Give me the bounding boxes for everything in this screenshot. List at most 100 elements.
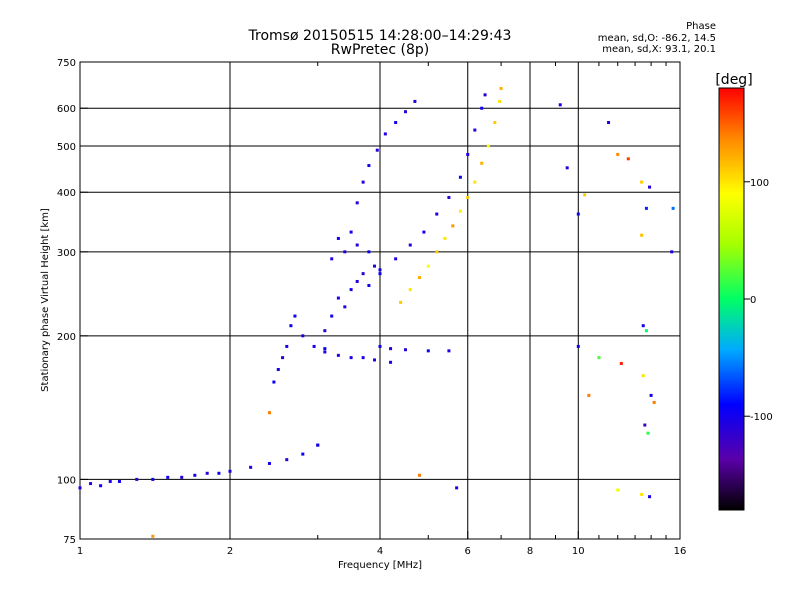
- data-point: [293, 314, 297, 318]
- y-tick-label: 100: [57, 475, 76, 486]
- data-point: [336, 296, 340, 300]
- data-point: [108, 479, 112, 483]
- data-point: [435, 212, 439, 216]
- data-point: [626, 157, 630, 161]
- colorbar-label: [deg]: [715, 72, 752, 88]
- data-point: [408, 243, 412, 247]
- data-point: [361, 356, 365, 360]
- data-point: [166, 475, 170, 479]
- data-point: [458, 209, 462, 213]
- data-point: [565, 166, 569, 170]
- data-point: [89, 482, 93, 486]
- data-point: [417, 276, 421, 280]
- data-point: [301, 452, 305, 456]
- data-point: [180, 475, 184, 479]
- x-tick-label: 6: [465, 546, 471, 557]
- colorbar-tick-label: -100: [750, 412, 773, 423]
- data-point: [375, 148, 379, 152]
- data-point: [480, 161, 484, 165]
- data-point: [641, 374, 645, 378]
- data-point: [289, 324, 293, 328]
- data-point: [458, 175, 462, 179]
- data-point: [558, 103, 562, 107]
- data-point: [330, 257, 334, 261]
- data-point: [649, 393, 653, 397]
- data-point: [355, 243, 359, 247]
- data-point: [323, 329, 327, 333]
- axis-ticks: 1 2 4 6 8 10 16 75 100 200 300 400 500 600 750: [57, 58, 686, 557]
- data-point: [151, 477, 155, 481]
- data-point: [447, 349, 451, 353]
- chart-subtitle: RwPretec (8p): [330, 42, 430, 58]
- data-point: [640, 233, 644, 237]
- data-point: [466, 152, 470, 156]
- data-point: [117, 479, 121, 483]
- data-point: [323, 350, 327, 354]
- data-point: [499, 86, 503, 90]
- y-tick-label: 750: [57, 58, 76, 69]
- data-point: [648, 185, 652, 189]
- data-point: [493, 121, 497, 125]
- data-point: [483, 93, 487, 97]
- data-point: [349, 230, 353, 234]
- data-point: [394, 257, 398, 261]
- data-point: [267, 461, 271, 465]
- colorbar: [718, 87, 745, 511]
- y-tick-label: 400: [57, 188, 76, 199]
- data-point: [312, 344, 316, 348]
- data-point: [443, 236, 447, 240]
- data-point: [367, 250, 371, 254]
- data-point: [616, 488, 620, 492]
- data-point: [616, 152, 620, 156]
- data-point: [646, 431, 650, 435]
- data-point: [336, 353, 340, 357]
- data-point: [336, 236, 340, 240]
- y-tick-label: 600: [57, 104, 76, 115]
- data-point: [597, 356, 601, 360]
- data-point: [644, 206, 648, 210]
- x-tick-label: 8: [527, 546, 533, 557]
- data-point: [576, 212, 580, 216]
- data-point: [281, 356, 285, 360]
- data-point: [413, 99, 417, 103]
- data-point: [151, 534, 155, 538]
- data-point: [343, 250, 347, 254]
- x-tick-label: 10: [572, 546, 585, 557]
- data-point: [640, 492, 644, 496]
- data-point: [403, 110, 407, 114]
- data-point: [644, 329, 648, 333]
- data-point: [408, 288, 412, 292]
- data-point: [135, 477, 139, 481]
- data-point: [373, 264, 377, 268]
- data-point: [671, 206, 675, 210]
- data-point: [193, 473, 197, 477]
- data-point: [217, 471, 221, 475]
- y-tick-label: 200: [57, 332, 76, 343]
- data-point: [498, 99, 502, 103]
- data-point: [399, 300, 403, 304]
- data-point: [619, 361, 623, 365]
- data-point: [576, 344, 580, 348]
- x-tick-label: 2: [227, 546, 233, 557]
- data-point: [426, 349, 430, 353]
- data-point: [378, 344, 382, 348]
- phase-heading: Phase: [686, 21, 716, 32]
- data-point: [587, 393, 591, 397]
- data-points: [78, 86, 675, 538]
- data-point: [367, 283, 371, 287]
- y-tick-label: 500: [57, 142, 76, 153]
- x-tick-label: 16: [674, 546, 687, 557]
- data-point: [652, 400, 656, 404]
- data-point: [78, 486, 82, 490]
- data-point: [394, 121, 398, 125]
- data-point: [466, 195, 470, 199]
- y-tick-label: 300: [57, 248, 76, 259]
- data-point: [355, 201, 359, 205]
- data-point: [343, 305, 347, 309]
- data-point: [249, 465, 253, 469]
- data-point: [349, 356, 353, 360]
- data-point: [378, 268, 382, 272]
- data-point: [640, 180, 644, 184]
- phase-stats-o: mean, sd,O: -86.2, 14.5: [597, 33, 716, 44]
